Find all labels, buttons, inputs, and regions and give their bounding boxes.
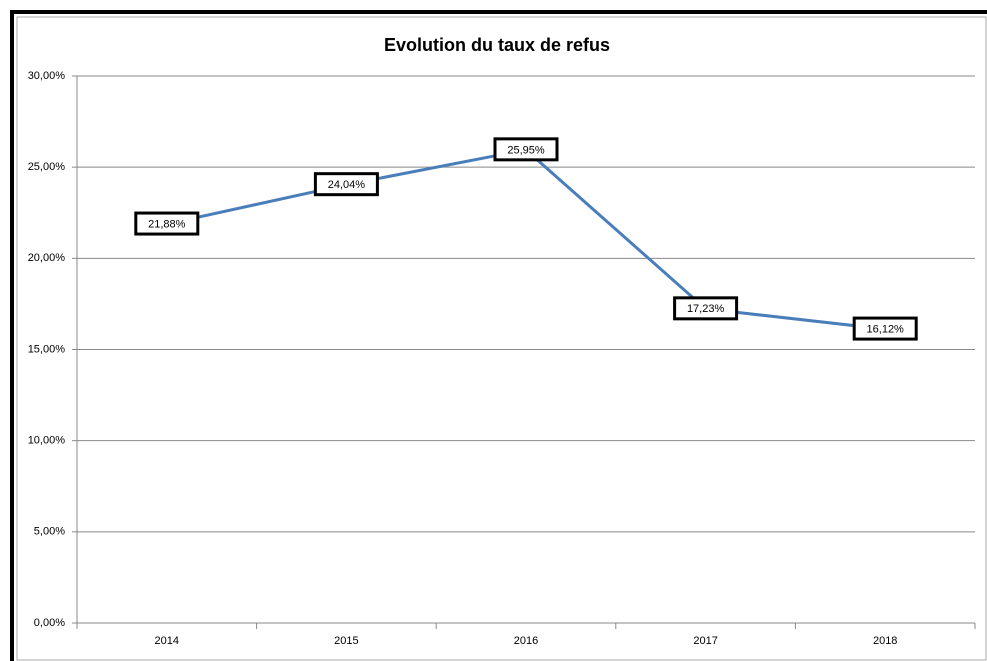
data-label: 17,23% [687,303,725,315]
x-tick-label: 2018 [873,635,897,647]
data-label: 25,95% [507,144,545,156]
y-tick-label: 10,00% [28,435,66,447]
y-tick-label: 30,00% [28,70,66,82]
x-tick-label: 2014 [155,635,179,647]
y-tick-label: 25,00% [28,161,66,173]
y-tick-label: 15,00% [28,343,66,355]
data-label: 24,04% [328,179,366,191]
data-label: 21,88% [148,218,186,230]
chart-title: Evolution du taux de refus [384,35,610,55]
x-tick-label: 2015 [334,635,358,647]
x-tick-label: 2017 [693,635,717,647]
label-box [493,137,559,162]
data-label: 16,12% [867,323,905,335]
label-box [313,172,379,197]
y-tick-label: 20,00% [28,252,66,264]
chart-border [16,16,987,661]
y-tick-label: 0,00% [34,617,65,629]
label-box [673,296,739,321]
y-tick-label: 5,00% [34,526,65,538]
x-tick-label: 2016 [514,635,538,647]
label-box [852,316,918,341]
label-box [134,211,200,236]
